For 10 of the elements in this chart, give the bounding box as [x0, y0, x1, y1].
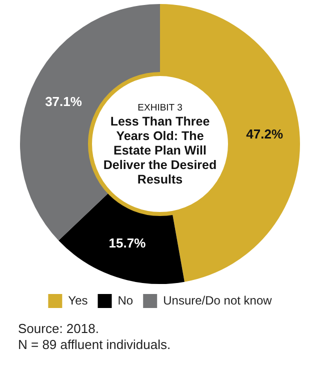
data-label: 47.2%: [246, 126, 284, 142]
legend-label: Unsure/Do not know: [163, 293, 272, 308]
source-note: Source: 2018.: [18, 321, 100, 337]
text: N = 89 affluent individuals.: [18, 337, 171, 353]
legend-label: Yes: [68, 293, 88, 308]
text: Less Than Three Years Old: The Estate Plan Will Deliver the Desired Results: [103, 114, 217, 187]
data-label: 37.1%: [45, 94, 82, 110]
legend-label: No: [118, 293, 134, 308]
data-label: 15.7%: [108, 235, 146, 250]
text: EXHIBIT 3: [138, 102, 182, 114]
